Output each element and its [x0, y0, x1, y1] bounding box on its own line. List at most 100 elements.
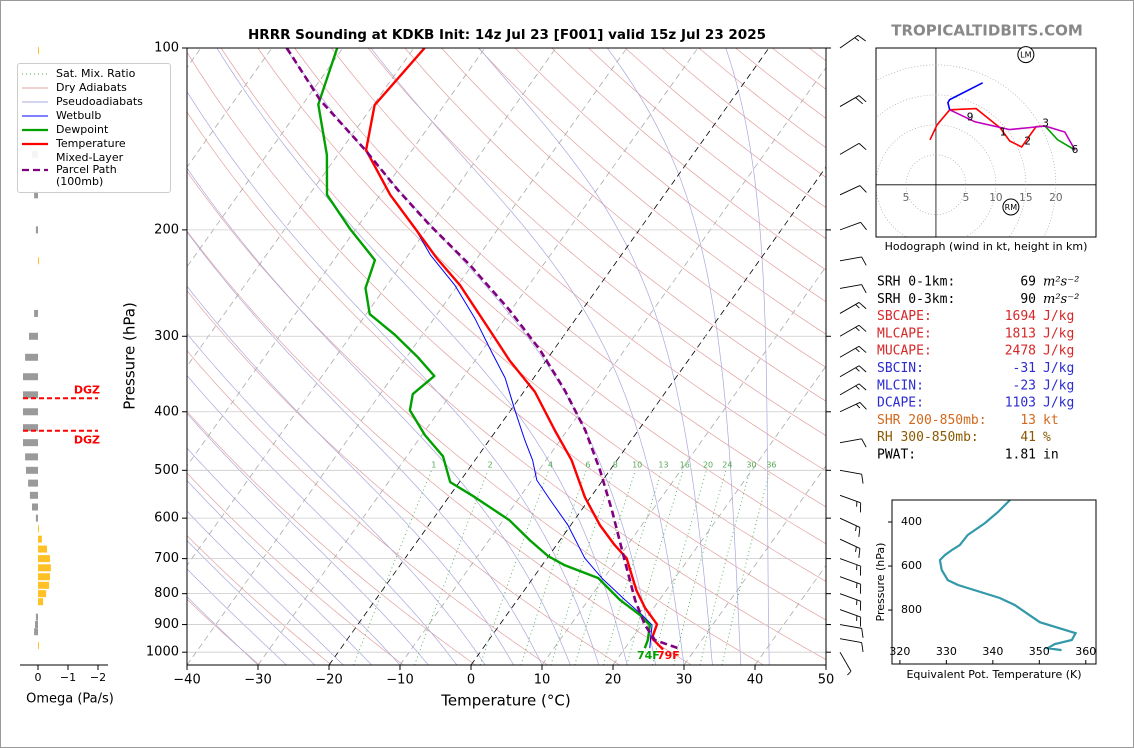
- stat-label: RH 300-850mb:: [877, 430, 979, 445]
- omega-bar: [35, 514, 38, 522]
- hodo-line: [1044, 125, 1076, 151]
- dry-adiabat: [478, 48, 826, 335]
- pseudoadiabat: [725, 48, 770, 665]
- isotherm: [187, 48, 344, 268]
- isotherm: [399, 66, 826, 665]
- x-tick-label: −30: [244, 673, 271, 688]
- skewt-frame: [186, 47, 827, 666]
- stat-value: 41: [1020, 430, 1036, 445]
- legend-item: Temperature: [22, 138, 166, 150]
- wind-barb: [839, 517, 861, 537]
- isotherm: [257, 48, 699, 665]
- legend-swatch: [22, 115, 48, 117]
- theta-e-line: [938, 500, 1078, 652]
- y-tick-label: 700: [154, 551, 179, 566]
- stat-unit: J/kg: [1043, 396, 1074, 411]
- mixing-ratio-label: 6: [585, 461, 590, 470]
- y-tick-label: 200: [154, 222, 179, 237]
- dry-adiabat: [808, 48, 826, 62]
- hodograph-plot: [876, 48, 1096, 237]
- wind-barb: [839, 494, 862, 513]
- wind-barb: [839, 638, 864, 653]
- omega-bar: [28, 479, 38, 487]
- omega-bar: [38, 564, 51, 572]
- hodo-height-label: 2: [1024, 136, 1031, 148]
- legend-item: Dewpoint: [22, 124, 166, 136]
- theta-e-x-tick-label: 360: [1075, 645, 1096, 658]
- storm-motion-label: RM: [1005, 203, 1018, 212]
- omega-bar: [23, 408, 38, 416]
- wind-barb: [839, 35, 866, 49]
- legend-label: Dry Adiabats: [56, 81, 127, 94]
- mixing-ratio-line: [550, 470, 614, 665]
- wind-barb: [839, 365, 867, 378]
- stat-value: 69: [1020, 275, 1036, 290]
- dry-adiabat: [187, 472, 404, 665]
- legend-swatch: [22, 87, 48, 89]
- stat-label: SRH 0-3km:: [877, 292, 955, 307]
- omega-bar: [38, 555, 50, 563]
- dry-adiabat: [441, 48, 826, 368]
- isotherm: [470, 166, 826, 665]
- wind-barb: [839, 438, 867, 448]
- mixing-ratio-label: 16: [680, 461, 690, 470]
- profile-line: [285, 48, 679, 650]
- legend-swatch: [22, 101, 48, 103]
- omega-bar: [38, 525, 39, 533]
- hodo-height-label: 3: [1042, 118, 1049, 130]
- legend-swatch: [22, 128, 48, 132]
- dry-adiabat: [257, 48, 826, 545]
- mixing-ratio-label: 36: [766, 461, 776, 470]
- dry-adiabat: [220, 48, 826, 582]
- omega-bar: [38, 598, 44, 606]
- wind-barb: [839, 402, 867, 413]
- hodo-ring: [905, 154, 967, 216]
- theta-e-y-label: Pressure (hPa): [874, 543, 887, 622]
- omega-bar: [35, 621, 38, 629]
- omega-tick-label: −1: [60, 671, 76, 684]
- isotherm: [187, 48, 273, 168]
- hodo-line: [949, 109, 1076, 151]
- omega-tick-label: 0: [35, 671, 42, 684]
- stat-unit: %: [1043, 430, 1051, 445]
- stat-value: 1813: [1005, 326, 1036, 341]
- y-tick-label: 500: [154, 463, 179, 478]
- x-tick-label: 40: [747, 673, 764, 688]
- pseudoadiabat: [187, 479, 372, 665]
- legend-label: Sat. Mix. Ratio: [56, 67, 136, 80]
- mixing-ratio-line: [520, 470, 587, 665]
- stat-unit: m²s⁻²: [1043, 292, 1079, 307]
- stat-unit: J/kg: [1043, 326, 1074, 341]
- dry-adiabat: [187, 51, 826, 621]
- wind-barb: [839, 221, 867, 231]
- wind-barb: [839, 538, 861, 558]
- stat-value: 1.81: [1005, 448, 1036, 463]
- wind-barb: [839, 558, 862, 576]
- mixing-ratio-label: 2: [488, 461, 493, 470]
- pseudoadiabat: [187, 412, 429, 665]
- skewt-background: [187, 48, 826, 665]
- storm-motion-marker: [1002, 198, 1020, 216]
- dry-adiabat: [514, 48, 826, 303]
- stat-value: -23: [1013, 378, 1036, 393]
- isotherm: [187, 48, 557, 567]
- stat-unit: J/kg: [1043, 309, 1074, 324]
- wind-barb: [839, 576, 862, 594]
- wind-barb: [839, 593, 862, 611]
- stat-label: SRH 0-1km:: [877, 275, 955, 290]
- isotherm: [328, 48, 770, 665]
- dry-adiabat: [187, 410, 476, 665]
- stat-unit: kt: [1043, 413, 1059, 428]
- dry-adiabat: [187, 535, 332, 665]
- stat-label: SBCAPE:: [877, 309, 932, 324]
- wind-barb: [839, 651, 852, 676]
- hodo-ring: [876, 64, 1057, 237]
- theta-e-x-tick-label: 320: [889, 645, 910, 658]
- stat-label: SBCIN:: [877, 361, 924, 376]
- legend-label: Pseudoadiabats: [56, 95, 143, 108]
- isotherm: [754, 564, 826, 665]
- y-tick-label: 600: [154, 511, 179, 526]
- x-tick-label: 10: [534, 673, 551, 688]
- theta-e-y-tick-label: 400: [901, 515, 922, 528]
